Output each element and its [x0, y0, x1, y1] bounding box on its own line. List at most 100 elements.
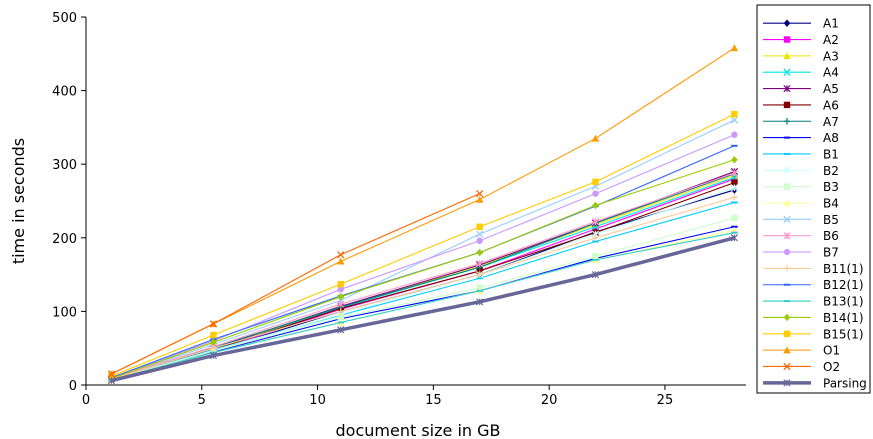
data-point	[476, 298, 484, 306]
x-tick-label: 25	[657, 393, 674, 408]
legend-label: A5	[823, 82, 839, 96]
legend-label: A7	[823, 115, 839, 129]
legend-item: B1	[763, 147, 839, 161]
series-line	[111, 173, 735, 380]
legend-item: O1	[763, 344, 840, 358]
series-line	[111, 159, 735, 379]
y-axis-label: time in seconds	[9, 138, 28, 264]
data-point	[783, 68, 791, 76]
legend-label: A2	[823, 33, 839, 47]
data-point	[783, 199, 791, 207]
legend-item: B7	[763, 246, 839, 260]
x-tick-label: 20	[541, 393, 558, 408]
x-tick-label: 10	[309, 393, 326, 408]
legend-label: B5	[823, 213, 839, 227]
data-point	[476, 271, 483, 278]
legend-item: B11(1)	[763, 262, 864, 276]
data-point	[783, 101, 791, 109]
data-point	[730, 169, 739, 177]
data-point	[210, 338, 217, 347]
data-point	[107, 376, 116, 385]
series-line	[111, 201, 735, 381]
y-tick-label: 0	[69, 379, 77, 394]
data-point	[783, 232, 791, 240]
data-point	[783, 166, 791, 174]
legend-label: B13(1)	[823, 295, 864, 309]
series-line	[111, 113, 735, 377]
data-point	[476, 248, 483, 257]
series-line	[111, 217, 735, 381]
series-b6	[107, 169, 739, 383]
data-point	[783, 52, 791, 60]
series-o1	[107, 44, 739, 378]
series-b14-1-	[108, 155, 738, 383]
legend-item: A8	[763, 131, 839, 145]
data-point	[209, 351, 217, 360]
data-point	[783, 330, 791, 337]
legend-item: A1	[763, 17, 839, 31]
data-point	[476, 237, 483, 244]
data-point	[730, 184, 739, 192]
legend-item: B13(1)	[763, 295, 864, 309]
legend-label: A3	[823, 49, 839, 63]
data-point	[476, 189, 484, 198]
legend-label: A8	[823, 131, 839, 145]
data-point	[592, 234, 599, 241]
legend-label: B2	[823, 164, 839, 178]
legend-label: A1	[823, 17, 839, 31]
y-tick-label: 500	[52, 11, 77, 26]
data-point	[337, 251, 345, 259]
series-line	[111, 119, 735, 379]
legend-label: B7	[823, 246, 839, 260]
data-point	[476, 267, 483, 275]
series-parsing	[107, 234, 739, 385]
data-point	[337, 292, 344, 301]
series-line	[111, 236, 735, 383]
data-point	[731, 110, 738, 118]
series-layer	[107, 44, 739, 385]
data-point	[592, 201, 599, 210]
data-point	[731, 194, 738, 201]
legend-label: A4	[823, 66, 839, 80]
legend-item: A3	[763, 49, 839, 63]
data-point	[337, 286, 344, 293]
legend-box	[756, 4, 871, 394]
x-axis-label: document size in GB	[336, 421, 501, 439]
data-point	[783, 379, 791, 387]
legend-item: Parsing	[763, 376, 867, 390]
data-point	[783, 248, 791, 256]
series-line	[111, 171, 735, 380]
series-line	[111, 172, 735, 379]
legend-label: B12(1)	[823, 278, 864, 292]
legend-item: O2	[763, 360, 840, 374]
data-point	[592, 225, 599, 233]
legend-label: B11(1)	[823, 262, 864, 276]
data-point	[337, 280, 344, 288]
data-point	[210, 331, 217, 339]
legend-item: B15(1)	[763, 327, 864, 341]
legend-label: B14(1)	[823, 311, 864, 325]
data-point	[783, 313, 791, 322]
series-line	[111, 193, 480, 375]
legend-label: B6	[823, 229, 839, 243]
data-point	[783, 346, 791, 354]
data-point	[591, 270, 600, 279]
data-point	[730, 44, 739, 52]
data-point	[592, 190, 599, 197]
data-point	[592, 178, 599, 186]
data-point	[337, 257, 345, 265]
data-point	[783, 84, 791, 93]
axes: 0 5 10 15 20 25 0 100 200 300 400 500	[52, 11, 746, 408]
legend-label: B4	[823, 197, 839, 211]
y-tick-label: 400	[52, 85, 77, 100]
data-point	[783, 118, 791, 125]
data-point	[337, 326, 345, 334]
data-point	[731, 155, 738, 164]
y-tick-label: 200	[52, 232, 77, 247]
data-point	[591, 217, 600, 226]
data-point	[783, 265, 791, 272]
data-point	[209, 320, 218, 328]
x-tick-label: 5	[198, 393, 206, 408]
data-point	[475, 195, 484, 203]
legend: A1 A2 A3 A4 A5 A6 A7 A8 B1 B2 B3 B4 B5 B6 B7 B11(1) B12(…	[756, 4, 871, 394]
